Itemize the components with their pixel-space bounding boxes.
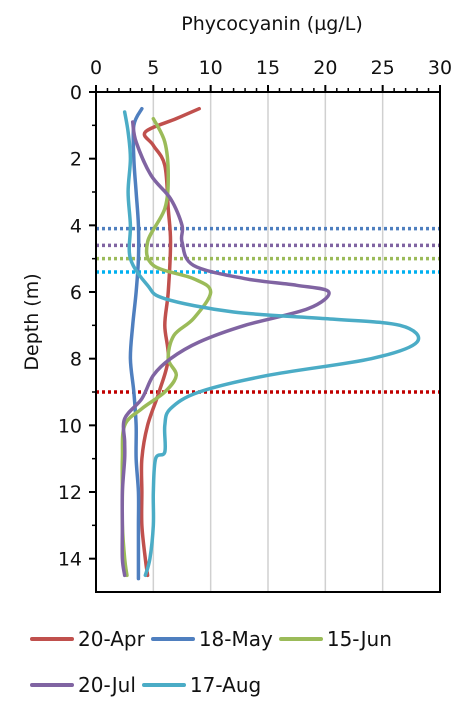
- tick-layer: 0 5 10 15 20 25 30 0 2 4 6 8 10 12 14: [58, 57, 452, 571]
- legend-swatch: [30, 637, 74, 641]
- y-tick-label: 0: [70, 82, 82, 104]
- legend-item: 20-Apr: [30, 627, 145, 651]
- legend-item: 17-Aug: [141, 673, 262, 697]
- series-line-18-May: [128, 106, 144, 581]
- x-tick-label: 10: [199, 57, 223, 79]
- y-tick-label: 4: [70, 215, 82, 237]
- x-axis-title: Phycocyanin (µg/L): [181, 13, 363, 35]
- y-axis-title: Depth (m): [21, 273, 43, 370]
- legend-label: 20-Jul: [78, 673, 136, 697]
- chart-svg: 0 5 10 15 20 25 30 0 2 4 6 8 10 12 14 Phycocyanin (µg/…: [21, 13, 452, 593]
- legend-label: 15-Jun: [326, 627, 392, 651]
- legend-swatch: [141, 683, 186, 687]
- legend-label: 18-May: [198, 627, 273, 651]
- legend-item: 18-May: [150, 627, 273, 651]
- y-tick-label: 14: [58, 549, 82, 571]
- legend-row: 20-Apr 18-May 15-Jun: [30, 616, 460, 662]
- x-tick-label: 5: [147, 57, 159, 79]
- legend-label: 17-Aug: [189, 673, 262, 697]
- series-layer: [120, 106, 421, 581]
- y-tick-label: 10: [58, 415, 82, 437]
- y-tick-label: 6: [70, 282, 82, 304]
- x-tick-label: 20: [313, 57, 337, 79]
- legend-item: 20-Jul: [30, 673, 136, 697]
- y-tick-label: 12: [58, 482, 82, 504]
- legend-item: 15-Jun: [278, 627, 392, 651]
- legend-swatch: [30, 683, 74, 687]
- series-line-17-Aug: [122, 110, 421, 578]
- legend: 20-Apr 18-May 15-Jun 20-Jul 17-Aug: [30, 616, 460, 708]
- legend-swatch: [278, 637, 323, 641]
- legend-swatch: [150, 637, 195, 641]
- series-line-20-Apr: [139, 106, 201, 578]
- x-tick-label: 15: [256, 57, 280, 79]
- x-tick-label: 30: [428, 57, 452, 79]
- legend-row: 20-Jul 17-Aug: [30, 662, 460, 708]
- y-tick-label: 8: [70, 349, 82, 371]
- x-tick-label: 25: [371, 57, 395, 79]
- series-line-20-Jul: [120, 120, 331, 578]
- legend-label: 20-Apr: [78, 627, 145, 651]
- y-tick-label: 2: [70, 149, 82, 171]
- x-tick-label: 0: [90, 57, 102, 79]
